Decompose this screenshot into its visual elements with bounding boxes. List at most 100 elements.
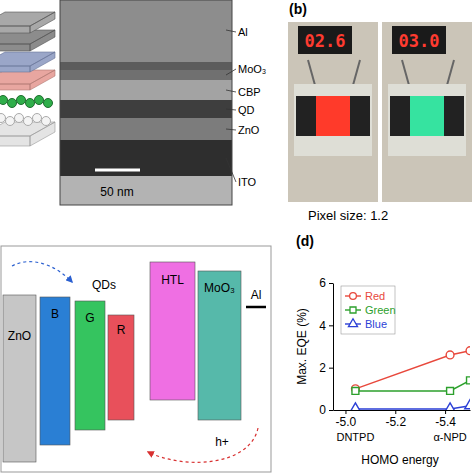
tem-layer bbox=[60, 140, 232, 176]
axis-title: Max. EQE (%) bbox=[295, 308, 309, 385]
data-point bbox=[466, 347, 470, 355]
legend-label: Blue bbox=[365, 318, 387, 330]
pad bbox=[444, 96, 464, 136]
band-box bbox=[108, 315, 134, 420]
data-point bbox=[445, 403, 456, 410]
tick-label: -5.0 bbox=[336, 415, 357, 429]
leader bbox=[226, 69, 236, 75]
tem-layer bbox=[60, 176, 232, 205]
emission bbox=[316, 96, 350, 136]
substrate bbox=[294, 84, 372, 156]
panel-frame bbox=[1, 246, 271, 472]
schematic-sphere bbox=[24, 117, 33, 126]
tick: 0 bbox=[319, 403, 333, 417]
leader bbox=[226, 90, 236, 92]
tick: -5.0 bbox=[336, 410, 357, 429]
layer-label: Al bbox=[238, 26, 248, 38]
emission bbox=[410, 96, 444, 136]
tem-layer bbox=[60, 0, 232, 62]
tick-label: 2 bbox=[319, 361, 326, 375]
y-axis: 0 2 4 6 bbox=[319, 276, 333, 417]
tem-layer bbox=[60, 100, 232, 118]
schematic-sphere bbox=[42, 117, 51, 126]
pad bbox=[350, 96, 370, 136]
legend-marker bbox=[348, 319, 357, 327]
tick-mark bbox=[329, 283, 333, 284]
tick-mark bbox=[329, 368, 333, 369]
tick-label: -5.2 bbox=[385, 415, 406, 429]
panel-b: (b)02.603.0Pixel size: 1.2 bbox=[288, 1, 472, 223]
layer-label: ZnO bbox=[238, 124, 260, 136]
series-line bbox=[355, 351, 470, 389]
tick-mark bbox=[395, 410, 396, 414]
band-label: G bbox=[85, 311, 94, 325]
panel-a: 50 nm Al MoO₃ CBP QD ZnO ITO bbox=[0, 0, 266, 205]
band-label: Al bbox=[251, 288, 262, 302]
tick-mark bbox=[329, 410, 333, 411]
data-point bbox=[446, 351, 454, 359]
layer-label: MoO₃ bbox=[238, 63, 266, 75]
data-point bbox=[467, 377, 470, 384]
tick-label: 0 bbox=[319, 403, 326, 417]
legend-frame bbox=[341, 286, 395, 334]
photo bbox=[288, 22, 378, 202]
band-box bbox=[3, 295, 36, 462]
layer-label: ITO bbox=[238, 176, 257, 188]
schematic-sphere bbox=[6, 117, 15, 126]
schematic-sphere bbox=[44, 99, 53, 108]
category-label: α-NPD bbox=[433, 431, 466, 443]
panel-c: ZnOBGRHTLMoO₃AlQDsh+ bbox=[1, 246, 271, 472]
tem-layer bbox=[60, 70, 232, 80]
legend-marker bbox=[350, 293, 357, 300]
scale-bar bbox=[95, 169, 140, 172]
category-label: DNTPD bbox=[336, 431, 374, 443]
band-label: R bbox=[117, 323, 126, 337]
tem-frame bbox=[60, 0, 232, 205]
schematic-sphere bbox=[33, 114, 42, 123]
substrate bbox=[388, 84, 466, 156]
scale-bar-label: 50 nm bbox=[100, 185, 133, 199]
carrier-label: h+ bbox=[215, 435, 229, 449]
layer-label: CBP bbox=[238, 86, 261, 98]
band-box bbox=[150, 262, 195, 400]
data-point bbox=[352, 387, 359, 394]
axis-title: HOMO energy bbox=[361, 453, 438, 467]
layer-label: QD bbox=[238, 104, 255, 116]
schematic-layer bbox=[0, 70, 55, 90]
leader bbox=[226, 109, 236, 110]
electrode-level bbox=[246, 306, 266, 309]
tick-mark bbox=[445, 410, 446, 414]
display bbox=[298, 26, 352, 54]
tick: -5.4 bbox=[435, 410, 456, 429]
pad bbox=[296, 96, 316, 136]
data-point bbox=[350, 403, 361, 410]
panel-label: (d) bbox=[296, 233, 314, 249]
tick-label: 4 bbox=[319, 319, 326, 333]
pad bbox=[390, 96, 410, 136]
tick: 2 bbox=[319, 361, 333, 375]
legend: Red Green Blue bbox=[341, 286, 396, 334]
band-box bbox=[75, 301, 105, 430]
schematic-sphere bbox=[26, 99, 35, 108]
tick: 6 bbox=[319, 276, 333, 290]
schematic-layer bbox=[0, 12, 55, 33]
tick: 4 bbox=[319, 319, 333, 333]
data-point bbox=[447, 387, 454, 394]
schematic-sphere bbox=[8, 99, 17, 108]
tick-label: -5.4 bbox=[435, 415, 456, 429]
data-point bbox=[465, 400, 470, 409]
panel-d: (d) 0 2 4 6 -5.0 -5.2 -5.4 DNTPD α-NPD HOMO energy… bbox=[295, 233, 474, 467]
leader bbox=[226, 158, 236, 182]
tem-layer bbox=[60, 62, 232, 70]
tem-layer bbox=[60, 118, 232, 140]
leader bbox=[226, 129, 236, 130]
display-value: 03.0 bbox=[399, 31, 440, 51]
x-axis: -5.0 -5.2 -5.4 bbox=[334, 410, 471, 429]
photo bbox=[382, 22, 472, 202]
leader bbox=[226, 30, 236, 32]
legend-label: Green bbox=[365, 304, 396, 316]
band-box bbox=[40, 297, 70, 445]
legend-label: Red bbox=[365, 290, 385, 302]
display bbox=[392, 26, 446, 54]
tick: -5.2 bbox=[385, 410, 406, 429]
